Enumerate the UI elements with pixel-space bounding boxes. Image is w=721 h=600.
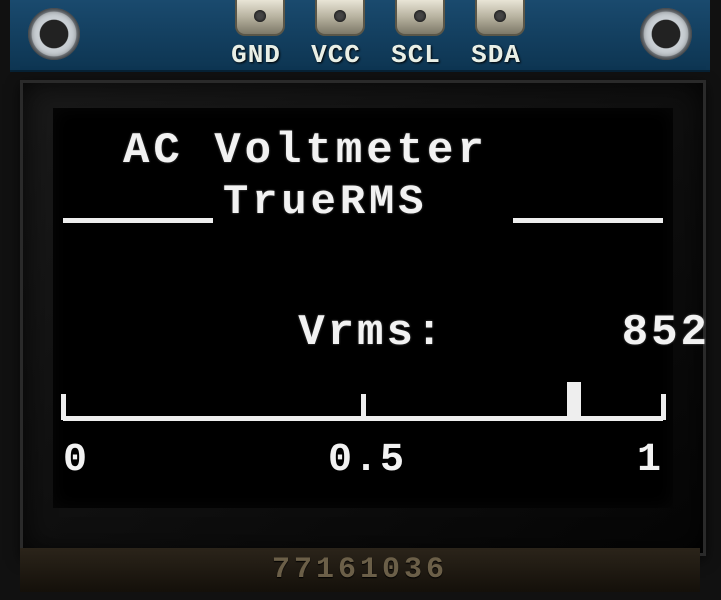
scale-label-1: 0.5 — [328, 438, 406, 483]
gauge-tick-2 — [661, 394, 666, 420]
mount-hole-left — [28, 8, 80, 60]
reading-value: 852 — [622, 308, 710, 358]
oled-module: GND VCC SCL SDA AC Voltmeter TrueRMS Vrm… — [0, 0, 721, 600]
serial-number: 77161036 — [272, 553, 448, 587]
title-line-2: TrueRMS — [223, 178, 427, 226]
pin-gnd — [235, 0, 285, 36]
mount-hole-right — [640, 8, 692, 60]
scale-label-0: 0 — [63, 438, 89, 483]
title-line-1: AC Voltmeter — [123, 126, 488, 176]
pin-labels: GND VCC SCL SDA — [225, 40, 527, 70]
pcb-header: GND VCC SCL SDA — [10, 0, 710, 72]
gauge-tick-0 — [61, 394, 66, 420]
pin-label-sda: SDA — [465, 40, 527, 70]
gauge-tick-1 — [361, 394, 366, 420]
pin-label-gnd: GND — [225, 40, 287, 70]
pin-label-vcc: VCC — [305, 40, 367, 70]
pin-vcc — [315, 0, 365, 36]
scale-label-2: 1 — [637, 438, 663, 483]
gauge-marker — [567, 382, 581, 420]
oled-screen: AC Voltmeter TrueRMS Vrms: 852 mV 0 0.5 … — [53, 108, 673, 508]
header-pins — [235, 0, 525, 36]
divider-right — [513, 218, 663, 223]
pin-sda — [475, 0, 525, 36]
divider-left — [63, 218, 213, 223]
pin-label-scl: SCL — [385, 40, 447, 70]
reading-label: Vrms: — [298, 308, 445, 358]
oled-frame: AC Voltmeter TrueRMS Vrms: 852 mV 0 0.5 … — [20, 80, 706, 556]
pin-scl — [395, 0, 445, 36]
serial-strip: 77161036 — [20, 548, 700, 592]
